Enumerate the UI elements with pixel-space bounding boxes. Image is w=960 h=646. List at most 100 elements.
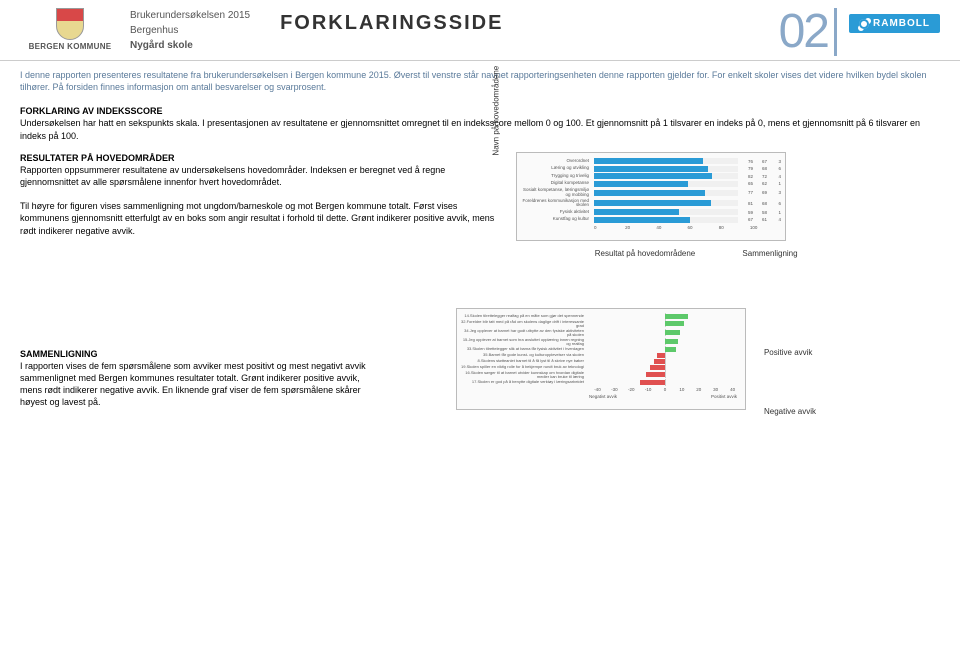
dev-row: 35.Barnet får gode kunst- og kulturopple… <box>461 353 741 358</box>
forklaring-body: Undersøkelsen har hatt en sekspunkts ska… <box>20 118 920 140</box>
hbar-row-label: Foreldrenes kommunikasjon med skolen <box>521 199 591 208</box>
hbar-row: Foreldrenes kommunikasjon med skolen 8168… <box>521 199 781 208</box>
hbar-compare-vals: 82724 <box>741 174 781 179</box>
hbar-compare-vals: 79686 <box>741 166 781 171</box>
hbar-row-label: Kunstfag og kultur <box>521 217 591 222</box>
dev-row-label: 15.Jeg opplever at barnet som hra avslut… <box>461 338 586 346</box>
dev-bar-track <box>589 372 741 377</box>
dev-row-label: 19.Skolen spiller en viktig rolle for å … <box>461 365 586 369</box>
dev-chart-thumb: Positive avvik Negative avvik 14.Skolen … <box>456 308 746 410</box>
hbar-row-label: Læring og utvikling <box>521 166 591 171</box>
dev-row: 32.Foreldre blir tatt med på råd om skol… <box>461 320 741 328</box>
hbar-bar <box>594 166 708 172</box>
hbar-compare-vals: 67614 <box>741 217 781 222</box>
ramboll-label: RAMBOLL <box>873 18 930 29</box>
sammenligning-title: SAMMENLIGNING <box>20 349 98 359</box>
forklaring-section: FORKLARING AV INDEKSSCORE Undersøkelsen … <box>0 99 960 145</box>
hbar-compare-vals: 77693 <box>741 190 781 195</box>
dev-row-label: 32.Foreldre blir tatt med på råd om skol… <box>461 320 586 328</box>
hbar-compare-vals: 81686 <box>741 201 781 206</box>
hbar-bar-track <box>594 217 738 223</box>
hbar-axis: 020406080100 <box>521 225 781 230</box>
page-number: 02 <box>779 8 837 56</box>
hbar-row: Digital kompetanse65621 <box>521 181 781 187</box>
dev-row: 14.Skolen tilrettelegger realfag på en m… <box>461 314 741 319</box>
school-name: Nygård skole <box>130 38 250 53</box>
hbar-bar <box>594 158 703 164</box>
hbar-chart: Overordnet76673 Læring og utvikling 79686 T… <box>516 152 786 241</box>
ramboll-icon <box>859 19 869 29</box>
dev-row: 33.Skolen tilrettelegger slik at barna f… <box>461 347 741 352</box>
hbar-compare-vals: 59581 <box>741 210 781 215</box>
forklaring-title: FORKLARING AV INDEKSSCORE <box>20 106 163 116</box>
hbar-chart-thumb: Navn på hovedområdene Overordnet76673Lær… <box>516 152 786 241</box>
hbar-ylabel: Navn på hovedområdene <box>492 66 501 156</box>
dev-row: 34.Jeg opplever at barnet har godt utbyt… <box>461 329 741 337</box>
dev-bar <box>665 339 678 344</box>
dev-bar <box>665 314 688 319</box>
hbar-row-label: Digital kompetanse <box>521 181 591 186</box>
hbar-row-label: Sosialt kompetanse, læringsmiljø og mobb… <box>521 188 591 197</box>
hbar-bar-track <box>594 200 738 206</box>
dev-bar <box>665 330 680 335</box>
dev-bar-track <box>589 314 741 319</box>
dev-bar-track <box>589 380 741 385</box>
dev-row-label: 34.Jeg opplever at barnet har godt utbyt… <box>461 329 586 337</box>
hbar-bar <box>594 200 711 206</box>
hbar-bar <box>594 217 690 223</box>
district-name: Bergenhus <box>130 23 250 38</box>
resultater-body2: Til høyre for figuren vises sammenlignin… <box>20 201 494 235</box>
dev-row-label: 35.Barnet får gode kunst- og kulturopple… <box>461 353 586 357</box>
sammenligning-body: I rapporten vises de fem spørsmålene som… <box>20 361 366 407</box>
hbar-row: Fysisk aktivitet 59581 <box>521 209 781 215</box>
crest-icon <box>56 8 84 40</box>
hbar-bar <box>594 190 705 196</box>
hbar-bar-track <box>594 209 738 215</box>
dev-bar <box>650 365 665 370</box>
sammenligning-section: SAMMENLIGNING I rapporten vises de fem s… <box>0 302 960 414</box>
dev-row: 8.Skolens støtteanlet barnet til å få ly… <box>461 359 741 364</box>
resultater-title: RESULTATER PÅ HOVEDOMRÅDER <box>20 153 175 163</box>
hbar-bar-track <box>594 166 738 172</box>
dev-bar <box>665 321 684 326</box>
positive-avvik-label: Positive avvik <box>764 348 816 357</box>
page-title: FORKLARINGSSIDE <box>280 8 503 35</box>
hbar-bar-track <box>594 158 738 164</box>
hbar-bar <box>594 181 688 187</box>
title-stack: Brukerundersøkelsen 2015 Bergenhus Nygår… <box>130 8 250 53</box>
hbar-row: Sosialt kompetanse, læringsmiljø og mobb… <box>521 188 781 197</box>
resultater-body1: Rapporten oppsummerer resultatene av und… <box>20 165 445 187</box>
kommune-logo-block: BERGEN KOMMUNE <box>20 8 120 51</box>
dev-bar <box>654 359 665 364</box>
dev-bar <box>665 347 676 352</box>
dev-bar <box>646 372 665 377</box>
hbar-row: Trygging og trivelig 82724 <box>521 173 781 179</box>
hbar-row-label: Trygging og trivelig <box>521 174 591 179</box>
dev-axis-right-label: Positivt avvik <box>711 394 737 399</box>
negative-avvik-label: Negative avvik <box>764 407 816 416</box>
dev-bar-track <box>589 330 741 335</box>
dev-row-label: 33.Skolen tilrettelegger slik at barna f… <box>461 347 586 351</box>
dev-axis-left-label: Negativt avvik <box>589 394 617 399</box>
dev-bar-track <box>589 339 741 344</box>
resultater-section: RESULTATER PÅ HOVEDOMRÅDER Rapporten opp… <box>0 146 960 262</box>
hbar-row-label: Fysisk aktivitet <box>521 210 591 215</box>
dev-row: 16.Skolen sørger til at barnet utvider k… <box>461 371 741 379</box>
hbar-compare-vals: 76673 <box>741 159 781 164</box>
hbar-bar <box>594 173 712 179</box>
dev-row: 19.Skolen spiller en viktig rolle for å … <box>461 365 741 370</box>
dev-chart: 14.Skolen tilrettelegger realfag på en m… <box>456 308 746 410</box>
hbar-row: Kunstfag og kultur 67614 <box>521 217 781 223</box>
hbar-row: Overordnet76673 <box>521 158 781 164</box>
dev-row-label: 8.Skolens støtteanlet barnet til å få ly… <box>461 359 586 363</box>
hbar-caption1: Resultat på hovedområdene <box>580 249 710 258</box>
dev-row: 15.Jeg opplever at barnet som hra avslut… <box>461 338 741 346</box>
hbar-row: Læring og utvikling 79686 <box>521 166 781 172</box>
dev-row-label: 16.Skolen sørger til at barnet utvider k… <box>461 371 586 379</box>
hbar-bar-track <box>594 181 738 187</box>
dev-bar-track <box>589 321 741 326</box>
dev-row-label: 17.Skolen er god på å benytte digitale v… <box>461 380 586 384</box>
hbar-bar <box>594 209 679 215</box>
survey-title: Brukerundersøkelsen 2015 <box>130 8 250 23</box>
page-header: BERGEN KOMMUNE Brukerundersøkelsen 2015 … <box>0 0 960 61</box>
